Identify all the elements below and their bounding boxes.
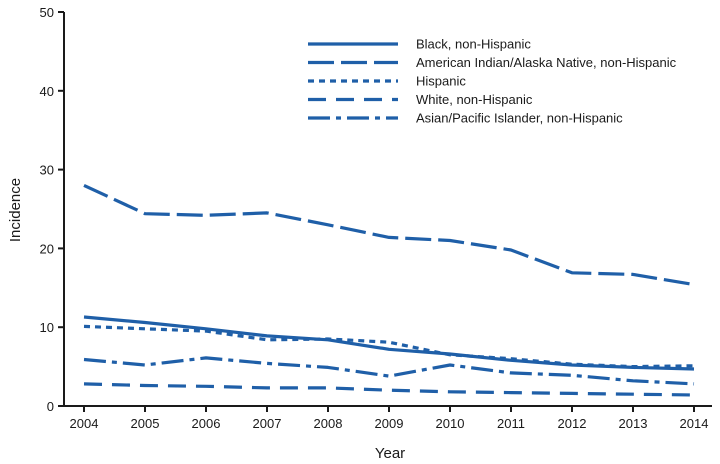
x-tick-label: 2010 xyxy=(436,416,465,431)
x-tick-label: 2012 xyxy=(558,416,587,431)
y-tick-label: 40 xyxy=(40,84,54,99)
legend-label-1: American Indian/Alaska Native, non-Hispa… xyxy=(416,55,677,70)
x-tick-label: 2011 xyxy=(497,416,525,431)
y-tick-label: 50 xyxy=(40,5,54,20)
x-tick-label: 2004 xyxy=(70,416,99,431)
legend-label-0: Black, non-Hispanic xyxy=(416,37,531,52)
series-line-1 xyxy=(83,183,695,287)
x-tick-label: 2006 xyxy=(192,416,221,431)
x-tick-label: 2005 xyxy=(131,416,160,431)
axes: 0 10 20 30 40 50 2004 2005 2006 2007 2008 2009 2010 2… xyxy=(40,5,712,431)
y-tick-label: 30 xyxy=(40,163,54,178)
series-layer xyxy=(83,183,695,397)
series-line-2 xyxy=(83,324,695,369)
y-axis-title: Incidence xyxy=(7,178,24,242)
y-tick-label: 0 xyxy=(47,399,54,414)
x-tick-label: 2008 xyxy=(314,416,343,431)
x-tick-label: 2007 xyxy=(253,416,282,431)
legend-label-4: Asian/Pacific Islander, non-Hispanic xyxy=(416,111,623,126)
x-axis-title: Year xyxy=(375,445,405,462)
series-line-4 xyxy=(83,356,695,386)
x-tick-label: 2013 xyxy=(619,416,648,431)
x-tick-label: 2014 xyxy=(680,416,709,431)
legend: Black, non-Hispanic American Indian/Alask… xyxy=(308,37,677,126)
legend-label-2: Hispanic xyxy=(416,74,466,89)
y-tick-label: 20 xyxy=(40,241,54,256)
y-tick-label: 10 xyxy=(40,320,54,335)
x-tick-label: 2009 xyxy=(375,416,404,431)
legend-label-3: White, non-Hispanic xyxy=(416,92,533,107)
series-line-3 xyxy=(83,382,695,397)
